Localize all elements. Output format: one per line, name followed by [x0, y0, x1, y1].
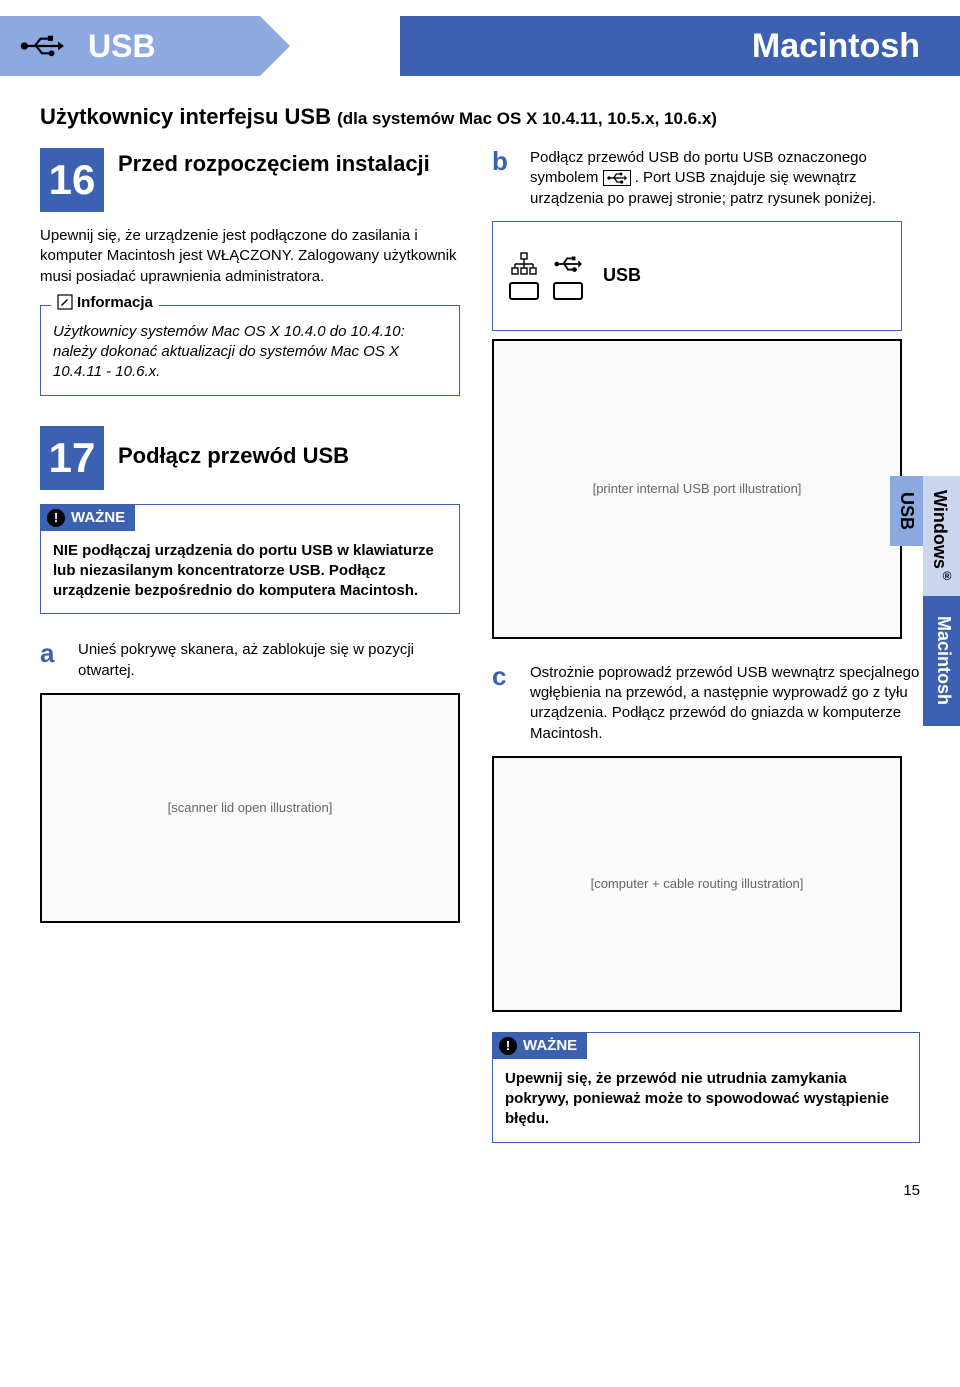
info-note-box: Informacja Użytkownicy systemów Mac OS X…	[40, 305, 460, 396]
substep-c-letter: c	[492, 663, 516, 744]
substep-b: b Podłącz przewód USB do portu USB oznac…	[492, 148, 920, 209]
usb-port-icon	[553, 252, 583, 300]
step-number-16: 16	[40, 148, 104, 212]
usb-symbol-icon	[603, 170, 631, 186]
step-16-block: 16 Przed rozpoczęciem instalacji	[40, 148, 460, 212]
usb-port-label: USB	[603, 265, 641, 286]
usb-trident-icon	[20, 32, 64, 60]
important-box-2: ! WAŻNE Upewnij się, że przewód nie utru…	[492, 1032, 920, 1143]
side-tabs: USB Windows® Macintosh	[890, 476, 960, 726]
exclamation-icon: !	[499, 1037, 517, 1055]
side-tab-usb: USB	[890, 476, 923, 546]
printer-internal-illustration: [printer internal USB port illustration]	[492, 339, 902, 639]
important-body-1: NIE podłączaj urządzenia do portu USB w …	[41, 531, 459, 614]
important-label-1: WAŻNE	[71, 509, 125, 526]
scanner-lid-illustration: [scanner lid open illustration]	[40, 693, 460, 923]
substep-c: c Ostrożnie poprowadź przewód USB wewnąt…	[492, 663, 920, 744]
page-number: 15	[903, 1182, 920, 1199]
substep-a: a Unieś pokrywę skanera, aż zablokuje si…	[40, 640, 460, 681]
header-arrow	[260, 16, 290, 76]
important-body-2: Upewnij się, że przewód nie utrudnia zam…	[493, 1059, 919, 1142]
side-tab-macintosh: Macintosh	[923, 596, 960, 726]
page-header: USB Macintosh	[0, 16, 960, 76]
important-tab-2: ! WAŻNE	[493, 1033, 587, 1059]
usb-port-key-illustration: USB	[492, 221, 902, 331]
header-left-block: USB	[0, 16, 260, 76]
substep-a-text: Unieś pokrywę skanera, aż zablokuje się …	[78, 640, 460, 681]
section-title-paren: (dla systemów Mac OS X 10.4.11, 10.5.x, …	[337, 109, 717, 128]
header-usb-title: USB	[88, 28, 156, 65]
exclamation-icon: !	[47, 509, 65, 527]
computer-cable-illustration: [computer + cable routing illustration]	[492, 756, 902, 1012]
header-platform: Macintosh	[752, 27, 920, 66]
substep-b-letter: b	[492, 148, 516, 209]
info-note-label: Informacja	[77, 294, 153, 311]
info-note-tab: Informacja	[51, 294, 159, 311]
note-pencil-icon	[57, 294, 73, 310]
important-box-1: ! WAŻNE NIE podłączaj urządzenia do port…	[40, 504, 460, 615]
header-right-block: Macintosh	[400, 16, 960, 76]
step-16-title: Przed rozpoczęciem instalacji	[118, 148, 430, 212]
step-number-17: 17	[40, 426, 104, 490]
ethernet-port-icon	[509, 252, 539, 300]
step-17-title: Podłącz przewód USB	[118, 426, 349, 490]
substep-b-text: Podłącz przewód USB do portu USB oznaczo…	[530, 148, 920, 209]
step-17-block: 17 Podłącz przewód USB	[40, 426, 460, 490]
important-tab-1: ! WAŻNE	[41, 505, 135, 531]
section-title: Użytkownicy interfejsu USB (dla systemów…	[40, 104, 920, 130]
substep-a-letter: a	[40, 640, 64, 681]
side-tab-windows: Windows®	[923, 476, 960, 596]
info-note-body: Użytkownicy systemów Mac OS X 10.4.0 do …	[53, 322, 447, 383]
important-label-2: WAŻNE	[523, 1037, 577, 1054]
step-16-body: Upewnij się, że urządzenie jest podłączo…	[40, 226, 460, 287]
section-title-main: Użytkownicy interfejsu USB	[40, 104, 337, 129]
substep-c-text: Ostrożnie poprowadź przewód USB wewnątrz…	[530, 663, 920, 744]
